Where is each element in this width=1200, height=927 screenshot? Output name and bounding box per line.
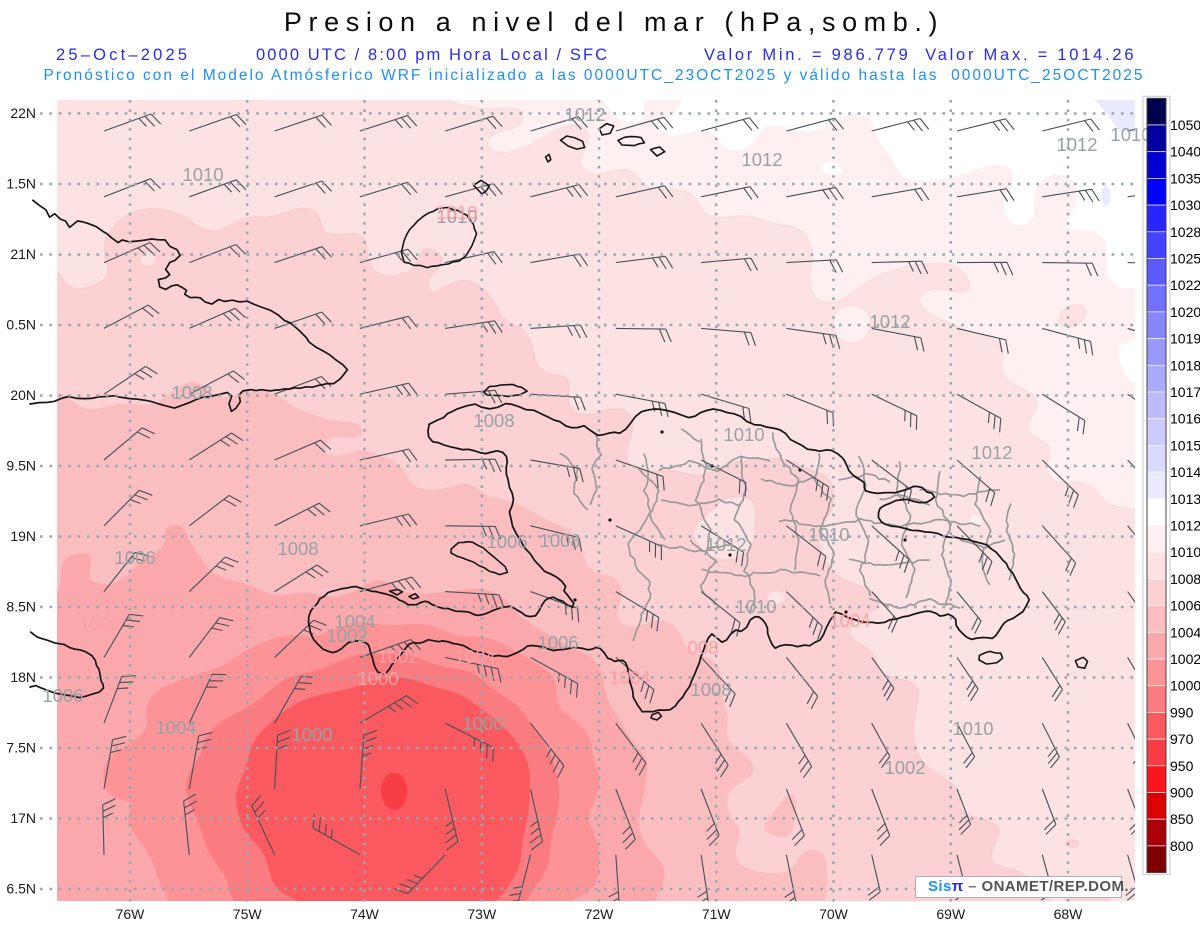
svg-text:1006: 1006: [79, 613, 120, 634]
svg-text:71W: 71W: [702, 906, 732, 922]
svg-text:73W: 73W: [467, 906, 497, 922]
svg-text:850: 850: [1170, 811, 1194, 827]
svg-text:1020: 1020: [1170, 304, 1200, 320]
svg-text:1012: 1012: [1170, 518, 1200, 534]
svg-text:1012: 1012: [564, 104, 605, 125]
svg-text:72W: 72W: [585, 906, 615, 922]
svg-text:1006: 1006: [114, 547, 155, 568]
svg-text:1000: 1000: [291, 724, 332, 745]
svg-text:970: 970: [1170, 731, 1194, 747]
svg-text:1012: 1012: [1056, 134, 1097, 155]
svg-text:1002: 1002: [884, 757, 925, 778]
svg-text:1004: 1004: [609, 667, 650, 688]
svg-text:1006: 1006: [537, 632, 578, 653]
svg-text:74W: 74W: [350, 906, 380, 922]
svg-text:1010: 1010: [735, 596, 776, 617]
svg-text:1008: 1008: [277, 538, 318, 559]
svg-text:19N: 19N: [10, 528, 36, 544]
svg-text:20N: 20N: [10, 387, 36, 403]
svg-text:1000: 1000: [1170, 678, 1200, 694]
svg-text:1004: 1004: [1170, 624, 1200, 640]
svg-text:9.5N: 9.5N: [6, 458, 36, 474]
svg-text:1018: 1018: [1170, 357, 1200, 373]
svg-text:1006: 1006: [1170, 598, 1200, 614]
svg-text:950: 950: [1170, 758, 1194, 774]
svg-text:1028: 1028: [1170, 224, 1200, 240]
svg-text:1008: 1008: [1170, 571, 1200, 587]
svg-text:1010: 1010: [952, 718, 993, 739]
svg-text:1015: 1015: [1170, 437, 1200, 453]
svg-text:1017: 1017: [1170, 384, 1200, 400]
svg-text:8.5N: 8.5N: [6, 599, 36, 615]
svg-text:1004: 1004: [454, 646, 495, 667]
svg-text:0.5N: 0.5N: [6, 317, 36, 333]
svg-text:1002: 1002: [326, 625, 367, 646]
svg-text:1002: 1002: [377, 646, 418, 667]
svg-text:1.5N: 1.5N: [6, 176, 36, 192]
svg-text:800: 800: [1170, 838, 1194, 854]
svg-text:1012: 1012: [705, 534, 746, 555]
svg-text:1010: 1010: [808, 524, 849, 545]
svg-text:1016: 1016: [1170, 411, 1200, 427]
svg-text:6.5N: 6.5N: [6, 881, 36, 897]
svg-text:1040: 1040: [1170, 144, 1200, 160]
svg-text:1000: 1000: [462, 713, 503, 734]
svg-text:21N: 21N: [10, 246, 36, 262]
svg-text:1013: 1013: [1170, 491, 1200, 507]
svg-text:1050: 1050: [1170, 117, 1200, 133]
svg-text:1035: 1035: [1170, 170, 1200, 186]
svg-text:22N: 22N: [10, 105, 36, 121]
svg-text:900: 900: [1170, 785, 1194, 801]
svg-text:1004: 1004: [829, 610, 870, 631]
svg-text:68W: 68W: [1054, 906, 1084, 922]
svg-text:1022: 1022: [1170, 277, 1200, 293]
svg-text:69W: 69W: [936, 906, 966, 922]
svg-text:75W: 75W: [233, 906, 263, 922]
svg-text:18N: 18N: [10, 669, 36, 685]
svg-text:1025: 1025: [1170, 251, 1200, 267]
svg-text:1008: 1008: [690, 679, 731, 700]
svg-text:1012: 1012: [869, 311, 910, 332]
svg-text:70W: 70W: [819, 906, 849, 922]
svg-text:008: 008: [688, 637, 719, 658]
svg-text:1010: 1010: [182, 164, 223, 185]
svg-text:1010: 1010: [723, 424, 764, 445]
svg-text:990: 990: [1170, 704, 1194, 720]
svg-text:1010: 1010: [436, 202, 477, 223]
svg-text:1012: 1012: [741, 149, 782, 170]
svg-text:17N: 17N: [10, 810, 36, 826]
svg-text:1019: 1019: [1170, 331, 1200, 347]
svg-text:1006: 1006: [42, 685, 83, 706]
svg-text:1006: 1006: [486, 531, 527, 552]
svg-text:1030: 1030: [1170, 197, 1200, 213]
svg-text:1002: 1002: [1170, 651, 1200, 667]
svg-text:1004: 1004: [334, 611, 375, 632]
svg-text:1010: 1010: [1170, 544, 1200, 560]
svg-text:1008: 1008: [473, 410, 514, 431]
svg-text:1012: 1012: [971, 442, 1012, 463]
svg-text:1008: 1008: [539, 530, 580, 551]
svg-text:1010: 1010: [1110, 124, 1151, 145]
svg-text:1000: 1000: [357, 668, 398, 689]
svg-text:7.5N: 7.5N: [6, 740, 36, 756]
svg-text:76W: 76W: [116, 906, 146, 922]
svg-text:1010: 1010: [436, 206, 477, 227]
svg-text:1004: 1004: [155, 717, 196, 738]
svg-text:1008: 1008: [171, 382, 212, 403]
svg-text:1014: 1014: [1170, 464, 1200, 480]
